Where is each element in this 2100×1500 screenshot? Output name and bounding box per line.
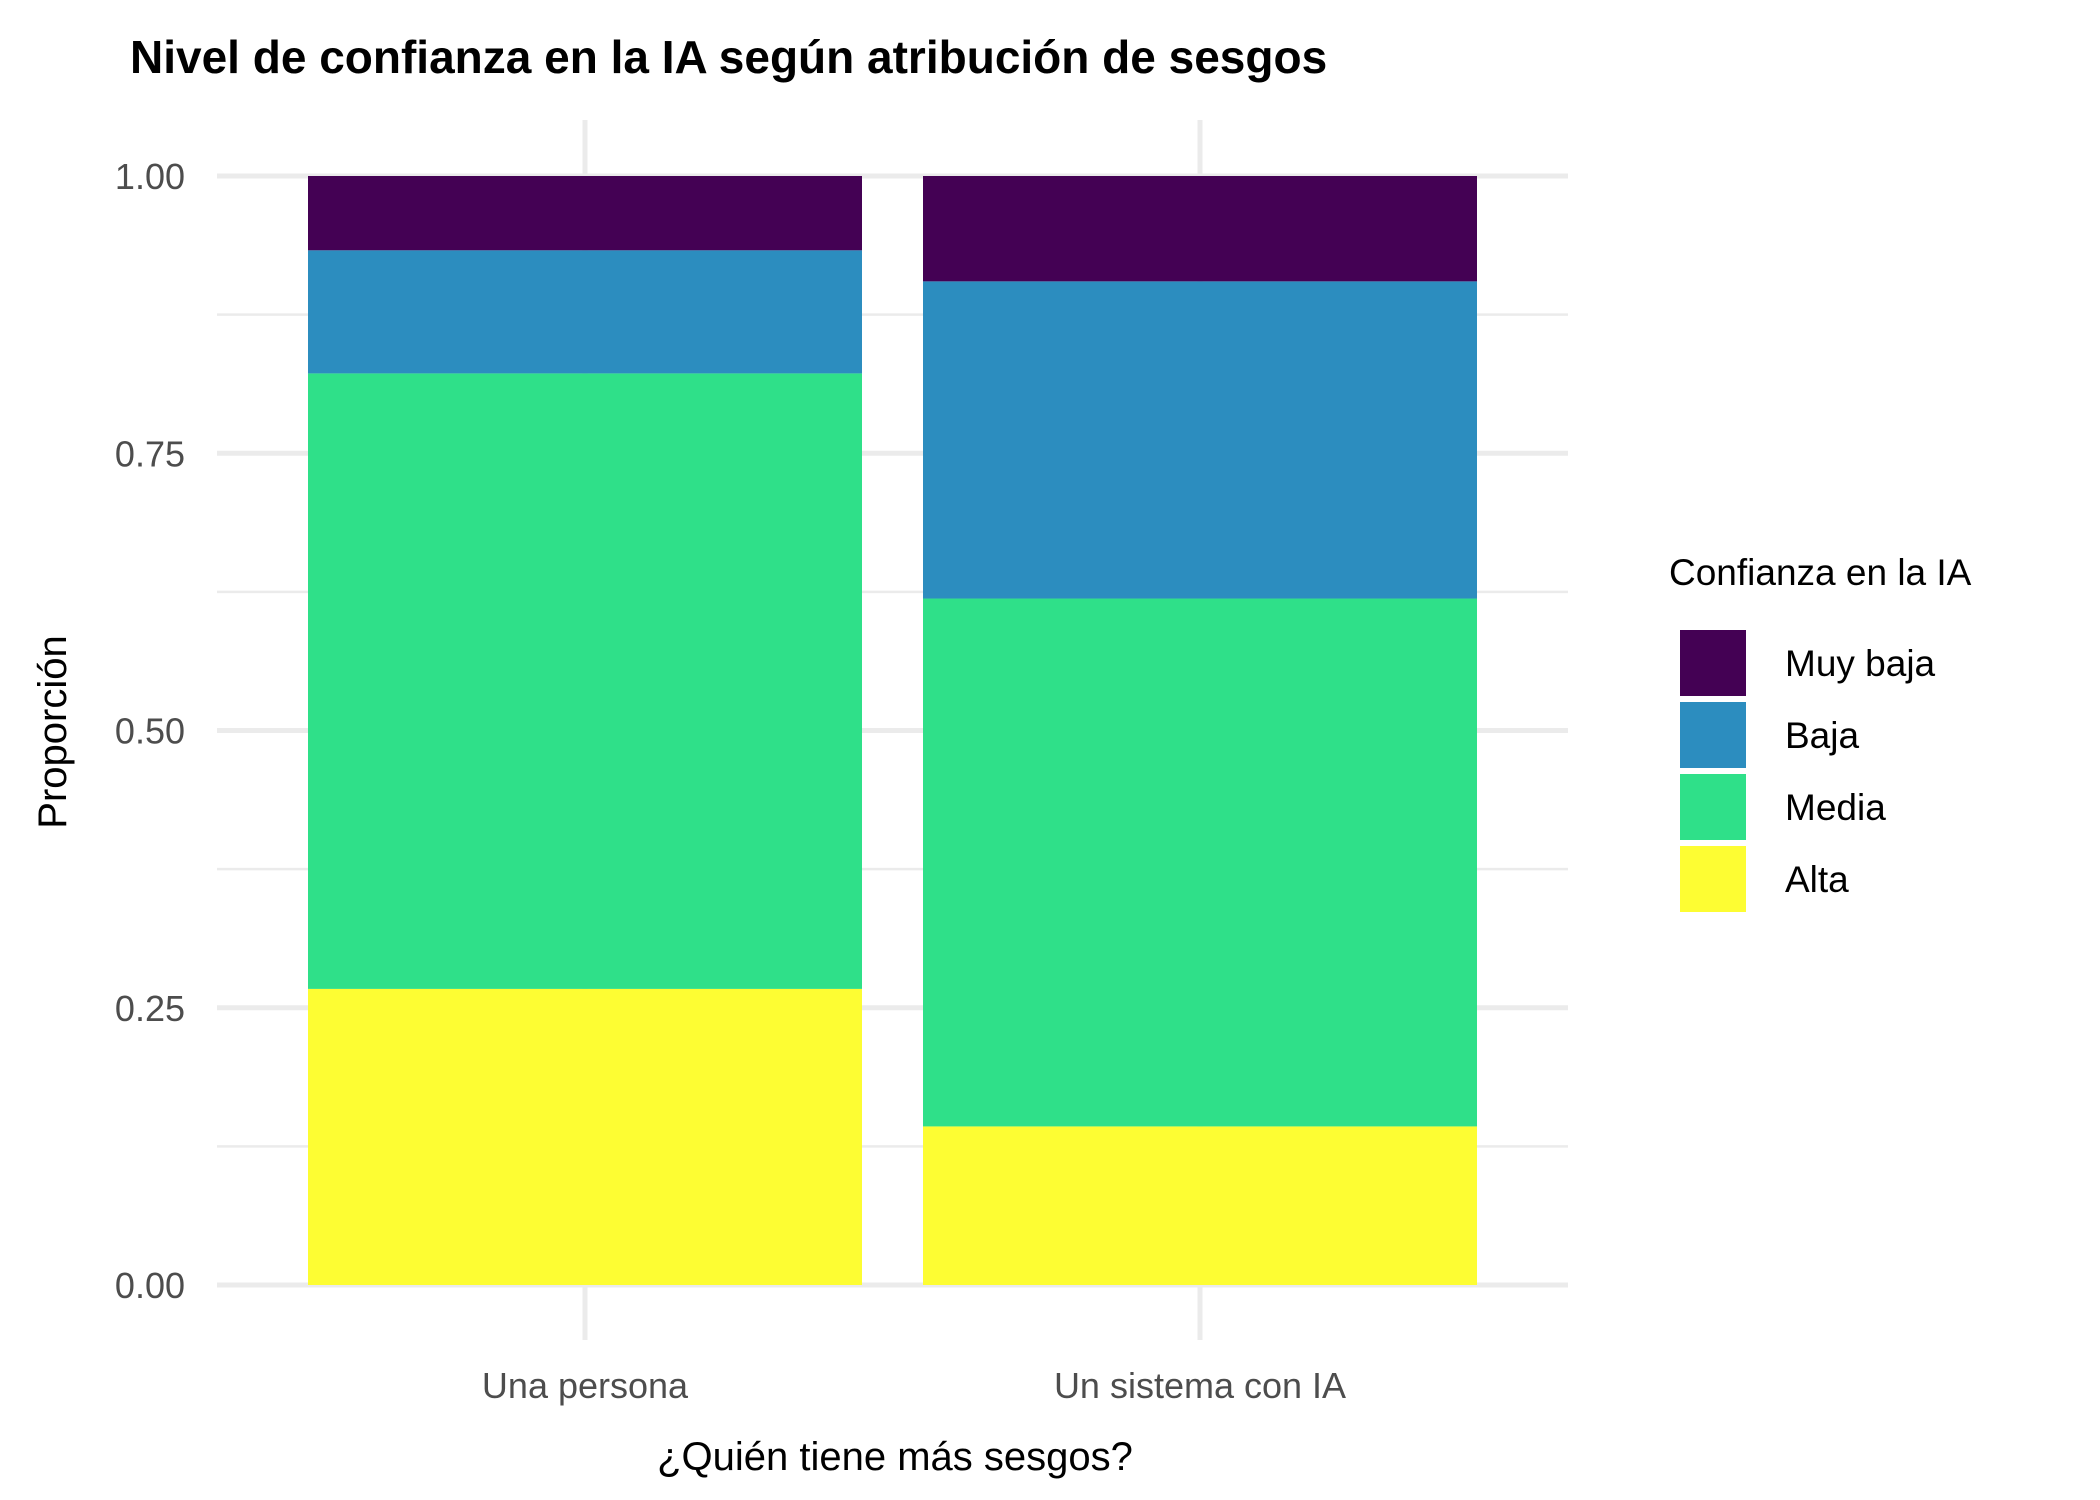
bar-segment-media (308, 373, 862, 989)
y-tick-label: 0.25 (115, 988, 185, 1029)
y-tick-label: 0.50 (115, 711, 185, 752)
tick-labels: 0.00 0.25 0.50 0.75 1.00 Una persona Un sistem… (115, 156, 1346, 1406)
bars (308, 176, 1477, 1285)
bar-segment-alta (308, 988, 862, 1285)
y-tick-label: 1.00 (115, 156, 185, 197)
legend-title: Confianza en la IA (1669, 552, 1972, 593)
legend-label: Alta (1785, 859, 1849, 900)
bar-segment-baja (308, 250, 862, 374)
y-axis-title: Proporción (31, 635, 75, 828)
chart-title: Nivel de confianza en la IA según atribu… (130, 31, 1327, 83)
x-tick-label: Una persona (482, 1365, 689, 1406)
legend-key (1680, 702, 1746, 768)
x-axis-title: ¿Quién tiene más sesgos? (657, 1435, 1133, 1479)
bar-segment-media (923, 598, 1477, 1127)
x-tick-label: Un sistema con IA (1054, 1365, 1346, 1406)
y-tick-label: 0.75 (115, 433, 185, 474)
legend-label: Media (1785, 787, 1886, 828)
bar-segment-muy-baja (923, 176, 1477, 282)
bar-segment-alta (923, 1126, 1477, 1285)
bar-segment-muy-baja (308, 176, 862, 251)
bar-segment-baja (923, 281, 1477, 599)
legend-key (1680, 630, 1746, 696)
y-tick-label: 0.00 (115, 1265, 185, 1306)
legend-label: Baja (1785, 715, 1859, 756)
legend: Confianza en la IA Muy baja Baja Media Alta (1669, 552, 1972, 912)
legend-key (1680, 774, 1746, 840)
legend-label: Muy baja (1785, 643, 1936, 684)
legend-key (1680, 846, 1746, 912)
